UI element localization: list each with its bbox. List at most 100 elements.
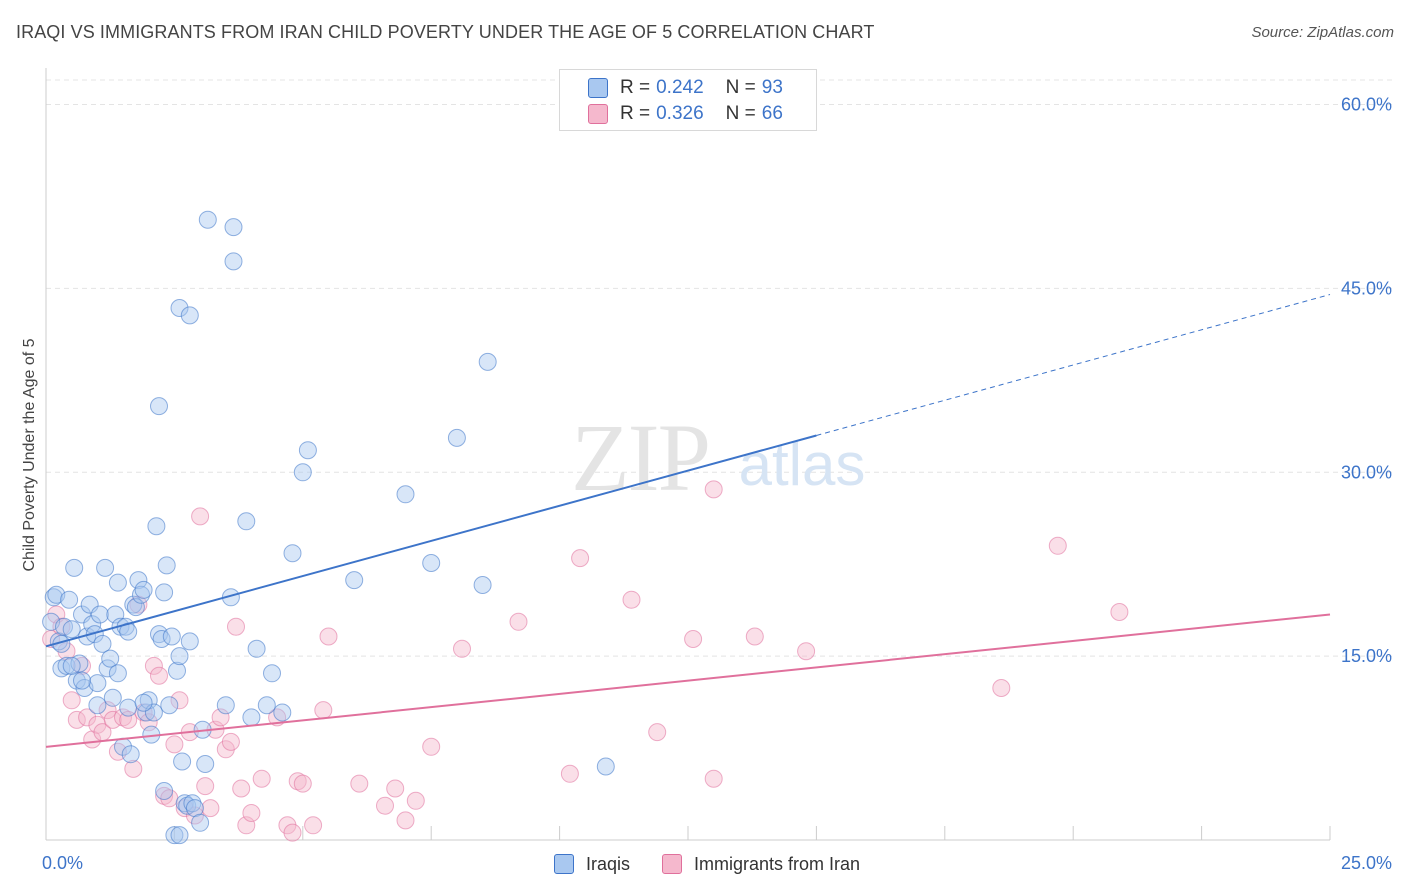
data-point bbox=[473, 576, 492, 594]
stats-row-iran: R = 0.326 N = 66 bbox=[588, 102, 783, 126]
legend-item-iran[interactable]: Immigrants from Iran bbox=[662, 854, 860, 875]
data-point bbox=[155, 782, 174, 800]
data-point bbox=[227, 617, 245, 636]
legend-label-iran: Immigrants from Iran bbox=[694, 853, 861, 874]
n-value: 93 bbox=[761, 77, 783, 98]
y-axis-title: Child Poverty Under the Age of 5 bbox=[21, 338, 38, 572]
data-point bbox=[704, 769, 723, 788]
data-point bbox=[224, 218, 243, 237]
data-point bbox=[144, 656, 163, 675]
data-point bbox=[198, 210, 217, 229]
watermark-zip: ZIP bbox=[571, 404, 709, 511]
data-point bbox=[745, 627, 764, 646]
data-point bbox=[147, 517, 166, 536]
data-point bbox=[684, 630, 703, 648]
data-point bbox=[257, 696, 276, 715]
data-point bbox=[119, 698, 138, 717]
data-point bbox=[134, 580, 153, 599]
data-point bbox=[180, 632, 199, 651]
stats-legend: R = 0.242 N = 93 R = 0.326 N = 66 bbox=[559, 69, 817, 131]
data-point bbox=[101, 649, 120, 668]
data-point bbox=[67, 710, 86, 729]
data-point bbox=[191, 507, 210, 526]
data-point bbox=[560, 764, 579, 783]
r-value: 0.326 bbox=[656, 103, 704, 124]
data-point bbox=[201, 799, 220, 818]
data-point bbox=[293, 774, 312, 793]
data-point bbox=[191, 813, 210, 832]
data-point bbox=[345, 571, 364, 590]
data-point bbox=[314, 701, 333, 720]
data-point bbox=[129, 571, 148, 590]
data-point bbox=[319, 627, 338, 646]
data-point bbox=[237, 512, 256, 531]
trend-line-iraqis bbox=[45, 434, 817, 648]
legend-swatch-iraqis bbox=[588, 78, 608, 98]
data-point bbox=[78, 708, 97, 727]
data-point bbox=[103, 688, 122, 707]
data-point bbox=[134, 693, 153, 712]
data-point bbox=[273, 703, 292, 722]
data-point bbox=[155, 583, 174, 602]
r-value: 0.242 bbox=[656, 77, 704, 98]
data-point bbox=[62, 656, 81, 675]
data-point bbox=[170, 826, 189, 845]
data-point bbox=[165, 735, 184, 754]
data-point bbox=[124, 595, 143, 614]
data-point bbox=[119, 710, 138, 729]
data-point bbox=[150, 666, 168, 685]
data-point bbox=[797, 642, 816, 661]
y-tick-label: 15.0% bbox=[1341, 646, 1392, 666]
grid-lines bbox=[46, 79, 1392, 657]
data-point bbox=[175, 794, 194, 813]
n-value: 66 bbox=[761, 103, 783, 124]
data-point bbox=[180, 306, 199, 325]
series-immigrants-from-iran bbox=[42, 480, 1129, 842]
legend-bottom: Iraqis Immigrants from Iran bbox=[554, 851, 860, 877]
y-tick-label: 30.0% bbox=[1341, 462, 1392, 482]
data-point bbox=[165, 826, 184, 845]
data-point bbox=[509, 612, 528, 631]
data-point bbox=[283, 544, 302, 563]
legend-swatch-iran bbox=[662, 854, 683, 874]
data-point bbox=[242, 708, 261, 727]
data-point bbox=[247, 639, 266, 658]
data-point bbox=[170, 691, 189, 710]
data-point bbox=[304, 816, 323, 835]
data-point bbox=[96, 558, 115, 577]
data-point bbox=[242, 804, 261, 822]
data-point bbox=[224, 252, 243, 271]
legend-swatch-iran bbox=[588, 104, 608, 124]
data-point bbox=[422, 554, 441, 572]
data-point bbox=[406, 791, 425, 810]
data-point bbox=[283, 823, 302, 842]
data-point bbox=[62, 691, 81, 710]
data-point bbox=[173, 752, 192, 771]
data-point bbox=[196, 777, 215, 796]
data-point bbox=[44, 588, 63, 607]
data-point bbox=[88, 696, 107, 715]
data-point bbox=[396, 811, 415, 830]
data-point bbox=[298, 441, 317, 460]
data-point bbox=[571, 549, 590, 568]
data-point bbox=[596, 757, 615, 776]
data-point bbox=[622, 590, 641, 609]
series-iraqis bbox=[42, 210, 615, 845]
data-point bbox=[252, 769, 271, 788]
axes bbox=[45, 68, 1331, 841]
trend-line-iran bbox=[45, 613, 1331, 748]
data-point bbox=[386, 779, 405, 798]
legend-item-iraqis[interactable]: Iraqis bbox=[554, 854, 630, 875]
data-point bbox=[293, 463, 312, 482]
r-label: R = bbox=[620, 77, 651, 98]
data-point bbox=[263, 664, 281, 683]
data-point bbox=[396, 485, 415, 504]
tick-labels: 15.0% 30.0% 45.0% 60.0% 0.0% 25.0% bbox=[42, 95, 1392, 873]
data-point bbox=[168, 661, 186, 680]
data-point bbox=[1110, 603, 1129, 621]
data-point bbox=[52, 659, 71, 678]
legend-label-iraqis: Iraqis bbox=[586, 853, 631, 874]
data-point bbox=[216, 696, 235, 715]
legend-swatch-iraqis bbox=[554, 854, 574, 874]
data-point bbox=[376, 796, 394, 815]
